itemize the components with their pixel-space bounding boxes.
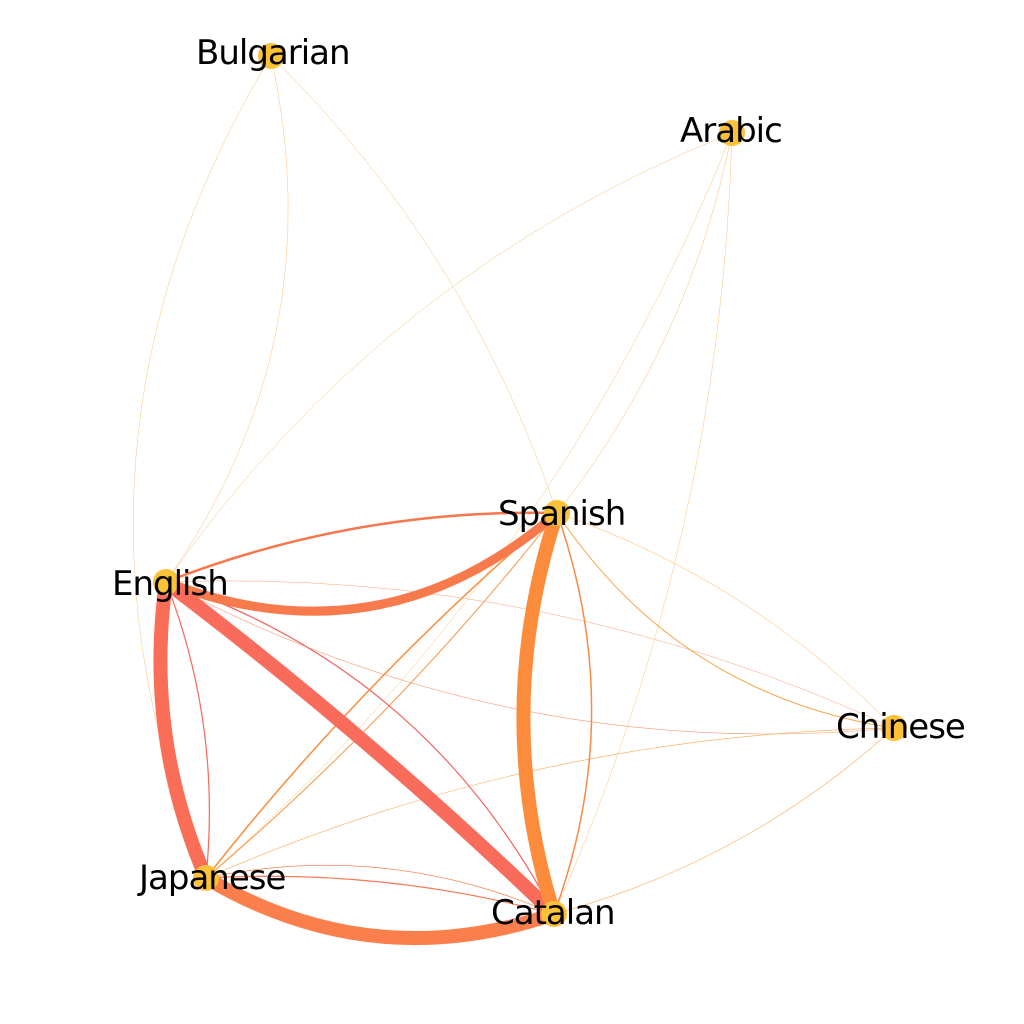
node-label-spanish: Spanish bbox=[498, 494, 625, 534]
node-spanish[interactable] bbox=[544, 500, 570, 526]
node-arabic[interactable] bbox=[719, 120, 745, 146]
edge-japanese-english bbox=[165, 581, 210, 879]
node-bulgarian[interactable] bbox=[258, 43, 284, 69]
edge-english-spanish bbox=[161, 508, 562, 616]
edge-english-japanese bbox=[153, 575, 213, 885]
edge-bulgarian-japanese bbox=[132, 55, 272, 879]
edge-bulgarian-spanish bbox=[270, 55, 558, 514]
edge-japanese-spanish bbox=[205, 512, 558, 879]
node-catalan[interactable] bbox=[541, 901, 567, 927]
edge-arabic-english bbox=[165, 132, 733, 583]
edge-chinese-japanese bbox=[205, 727, 895, 879]
edge-spanish-catalan bbox=[516, 506, 564, 921]
labels-layer: Bulgarian Arabic Spanish English Chinese Japa… bbox=[112, 33, 966, 933]
edge-english-catalan bbox=[165, 581, 555, 915]
node-japanese[interactable] bbox=[193, 865, 219, 891]
edge-english-catalan bbox=[159, 575, 561, 921]
node-label-chinese: Chinese bbox=[836, 707, 965, 747]
node-label-catalan: Catalan bbox=[491, 893, 615, 933]
edge-catalan-japanese bbox=[205, 875, 555, 915]
node-label-arabic: Arabic bbox=[680, 111, 782, 151]
node-label-bulgarian: Bulgarian bbox=[196, 33, 350, 73]
edge-catalan-spanish bbox=[553, 512, 593, 915]
edge-spanish-japanese bbox=[205, 512, 558, 879]
edge-catalan-japanese bbox=[205, 864, 555, 915]
edge-catalan-chinese bbox=[553, 727, 895, 915]
node-chinese[interactable] bbox=[881, 715, 907, 741]
node-label-english: English bbox=[112, 564, 228, 604]
nodes-layer bbox=[153, 43, 907, 927]
edge-japanese-catalan bbox=[199, 871, 561, 946]
edge-bulgarian-english bbox=[165, 55, 289, 583]
edge-arabic-spanish bbox=[556, 132, 733, 514]
node-english[interactable] bbox=[153, 569, 179, 595]
edge-arabic-japanese bbox=[205, 132, 733, 879]
node-label-japanese: Japanese bbox=[137, 858, 285, 898]
edge-spanish-chinese bbox=[556, 512, 895, 729]
edge-spanish-english bbox=[164, 511, 559, 584]
edge-arabic-catalan bbox=[553, 132, 733, 915]
edges-layer bbox=[132, 55, 895, 946]
edge-chinese-spanish bbox=[556, 512, 895, 729]
